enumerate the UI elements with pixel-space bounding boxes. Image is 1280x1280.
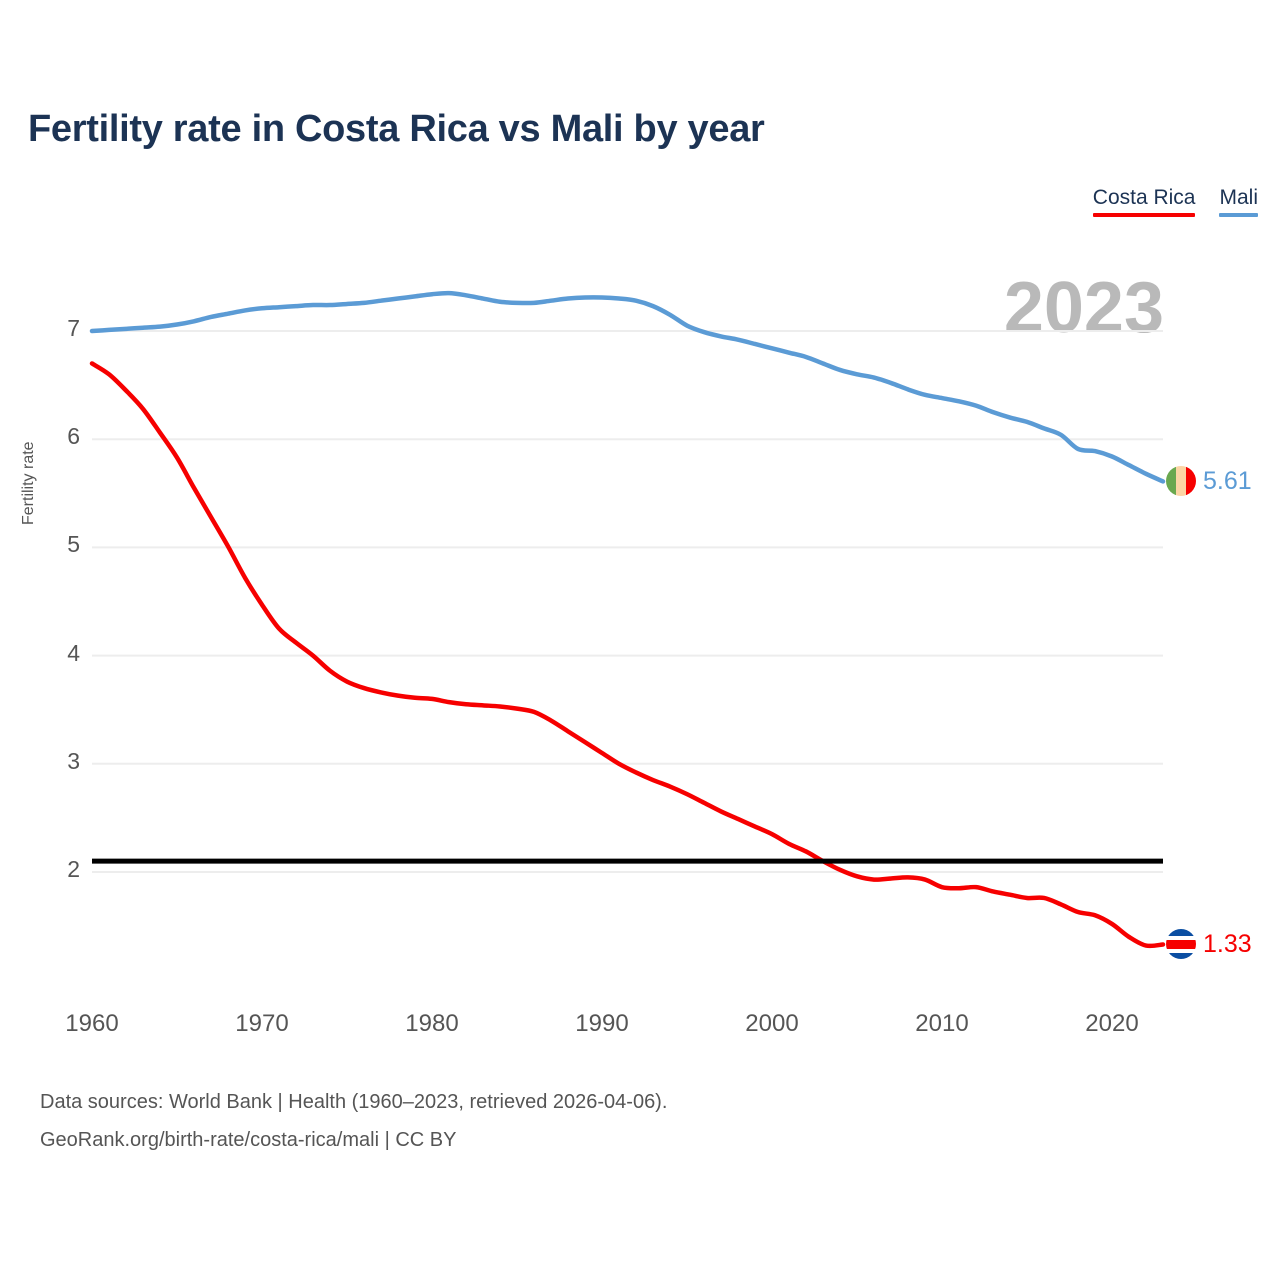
- y-tick-label: 7: [67, 315, 80, 341]
- legend-item-mali[interactable]: Mali: [1219, 185, 1258, 217]
- legend-rule-costa-rica: [1092, 213, 1196, 217]
- x-tick-label: 2010: [915, 1010, 969, 1037]
- series-lines: [89, 290, 1166, 949]
- x-tick-label: 1990: [575, 1010, 629, 1037]
- y-tick-label: 2: [67, 856, 80, 882]
- footer-sources: Data sources: World Bank | Health (1960–…: [40, 1083, 667, 1159]
- x-tick-label: 1980: [405, 1010, 459, 1037]
- costa-rica-flag-icon: [1166, 929, 1196, 960]
- y-axis-label: Fertility rate: [20, 441, 37, 525]
- y-tick-label: 4: [67, 639, 80, 666]
- legend-item-costa-rica[interactable]: Costa Rica: [1092, 185, 1196, 217]
- footer-line-1: Data sources: World Bank | Health (1960–…: [40, 1091, 668, 1113]
- x-tick-label: 2020: [1085, 1010, 1139, 1037]
- y-tick-label: 6: [67, 423, 80, 450]
- endpoint-value-mali: 5.61: [1203, 466, 1252, 495]
- series-line-costa-rica: [89, 361, 1166, 949]
- y-tick-label: 5: [67, 531, 80, 558]
- x-tick-label: 1960: [65, 1010, 119, 1037]
- mali-flag-icon: [1166, 466, 1196, 497]
- endpoint-costa-rica: 1.33: [1166, 929, 1252, 960]
- page-title: Fertility rate in Costa Rica vs Mali by …: [28, 108, 765, 150]
- endpoint-value-costa-rica: 1.33: [1203, 929, 1252, 958]
- x-tick-label: 2000: [745, 1010, 799, 1037]
- series-line-mali: [89, 290, 1166, 484]
- endpoint-mali: 5.61: [1166, 466, 1252, 497]
- footer-line-2: GeoRank.org/birth-rate/costa-rica/mali |…: [40, 1129, 457, 1151]
- gridlines: [92, 330, 1163, 873]
- y-tick-label: 3: [67, 747, 80, 774]
- chart-legend: Costa Rica Mali: [1092, 185, 1258, 217]
- x-tick-label: 1970: [235, 1010, 289, 1037]
- legend-label-costa-rica: Costa Rica: [1092, 186, 1196, 209]
- legend-rule-mali: [1219, 213, 1258, 217]
- legend-label-mali: Mali: [1219, 186, 1258, 209]
